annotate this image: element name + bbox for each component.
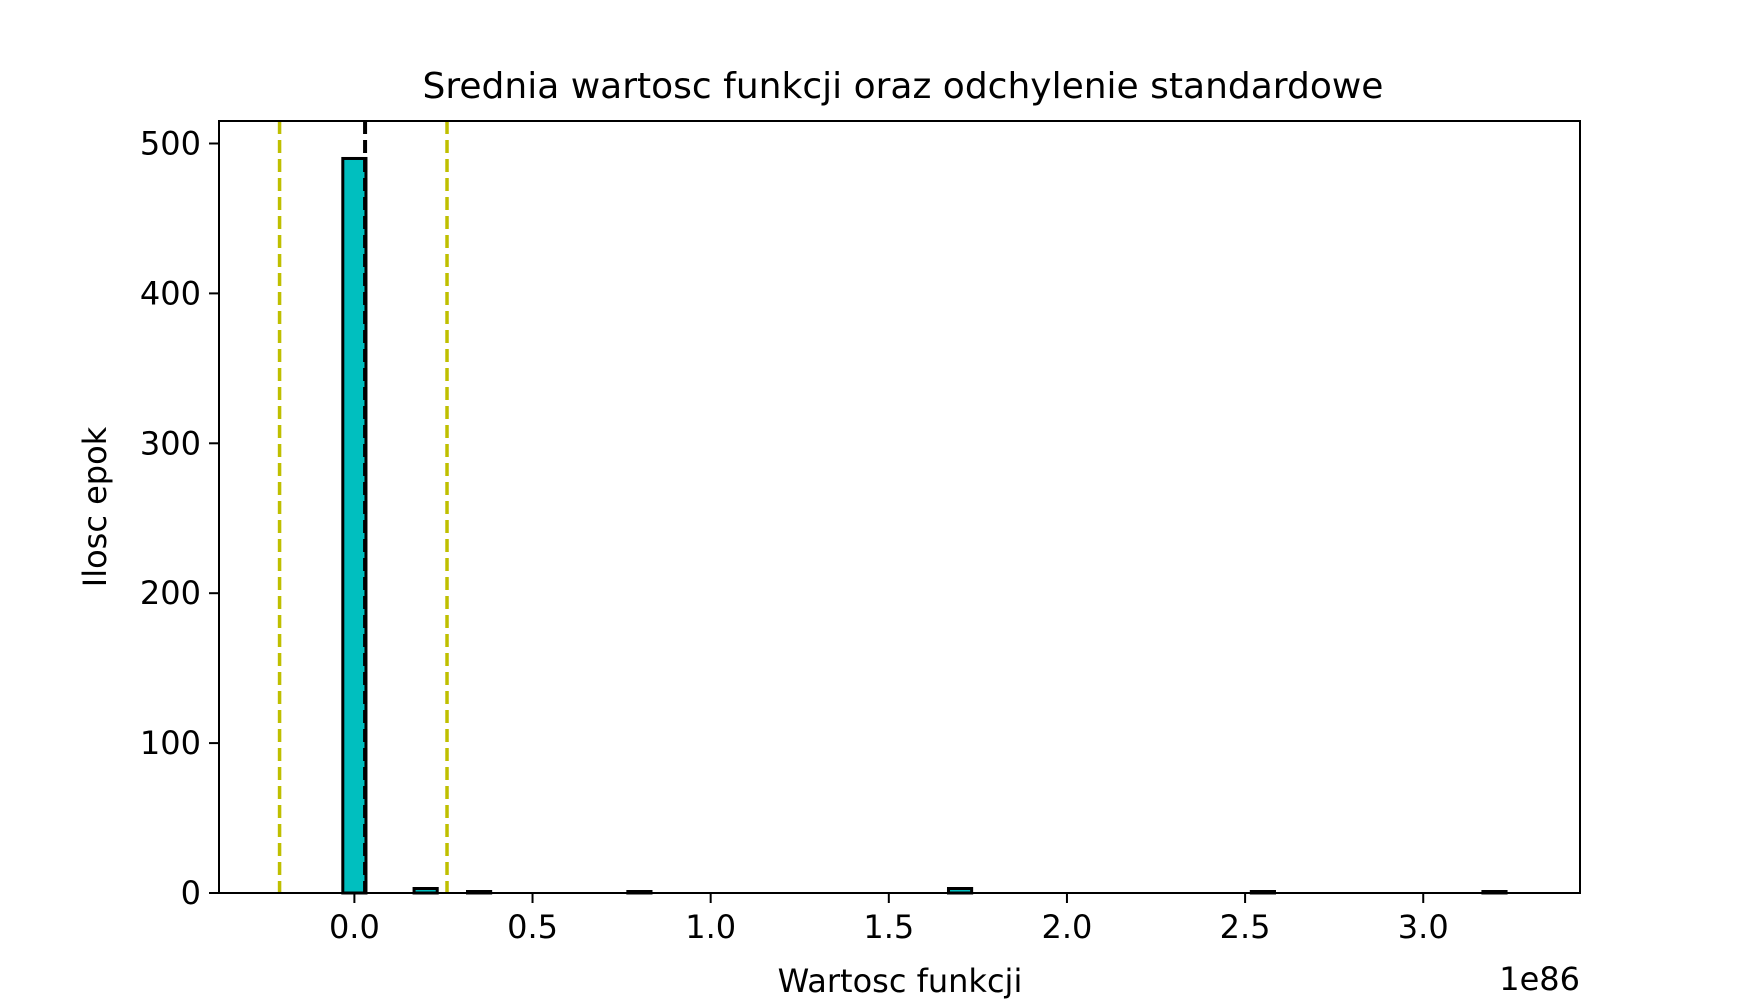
y-axis: 0 100 200 300 400 500 bbox=[140, 124, 219, 912]
x-tick-label: 3.0 bbox=[1398, 908, 1449, 946]
x-tick-label: 0.0 bbox=[329, 908, 380, 946]
x-tick-label: 0.5 bbox=[507, 908, 558, 946]
y-tick-label: 500 bbox=[140, 124, 201, 162]
x-tick-label: 1.0 bbox=[685, 908, 736, 946]
x-axis-label: Wartosc funkcji bbox=[778, 962, 1023, 1000]
y-tick-label: 300 bbox=[140, 424, 201, 462]
y-tick-label: 400 bbox=[140, 274, 201, 312]
histogram-bar bbox=[341, 156, 368, 895]
y-axis-label: Ilosc epok bbox=[76, 426, 114, 587]
chart-title: Srednia wartosc funkcji oraz odchylenie … bbox=[423, 66, 1384, 107]
x-axis: 0.0 0.5 1.0 1.5 2.0 2.5 3.0 bbox=[329, 893, 1449, 946]
axes-frame bbox=[218, 120, 1581, 894]
x-tick-label: 2.5 bbox=[1220, 908, 1271, 946]
x-tick-label: 2.0 bbox=[1042, 908, 1093, 946]
x-axis-offset-label: 1e86 bbox=[1499, 960, 1580, 998]
x-tick-label: 1.5 bbox=[863, 908, 914, 946]
y-tick-label: 100 bbox=[140, 724, 201, 762]
plot-area bbox=[277, 121, 1508, 895]
y-tick-label: 200 bbox=[140, 574, 201, 612]
y-tick-label: 0 bbox=[181, 874, 201, 912]
